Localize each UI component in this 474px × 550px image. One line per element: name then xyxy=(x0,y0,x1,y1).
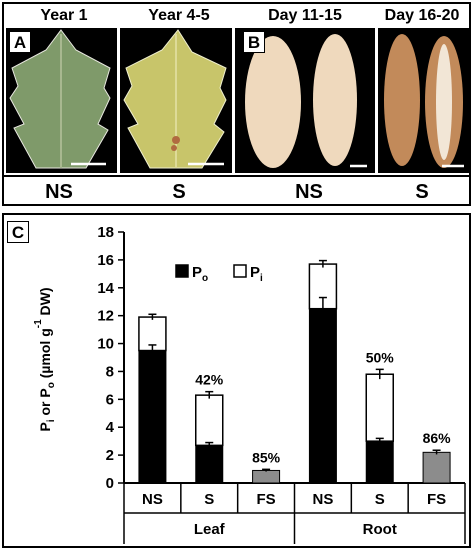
y-tick-label: 12 xyxy=(97,308,114,325)
y-tick-label: 2 xyxy=(106,447,114,464)
y-tick-label: 0 xyxy=(106,475,114,492)
chart-panel: C 0 2 4 6 8 10 12 14 16 18 Pi or Po (µmol g-1 DW) N… xyxy=(2,213,471,548)
percent-annotation: 86% xyxy=(423,430,452,446)
bar-pi xyxy=(365,373,394,442)
x-category-label: S xyxy=(204,491,214,508)
x-category-label: FS xyxy=(256,491,275,508)
condition-b-s: S xyxy=(415,181,429,203)
bar-po xyxy=(365,440,394,484)
legend-swatch xyxy=(233,264,247,278)
percent-annotation: 50% xyxy=(366,349,395,365)
condition-a-s: S xyxy=(172,181,186,203)
condition-b-ns: NS xyxy=(295,181,323,203)
y-tick-label: 10 xyxy=(97,336,114,353)
y-axis-label: Pi or Po (µmol g-1 DW) xyxy=(33,287,57,431)
bar-chart: 0 2 4 6 8 10 12 14 16 18 Pi or Po (µmol g-1 DW) NS S… xyxy=(33,224,466,544)
bar-po xyxy=(138,350,167,484)
x-group-label: Leaf xyxy=(194,521,226,538)
percent-annotation: 42% xyxy=(195,372,224,388)
header-day-16-20: Day 16-20 xyxy=(384,7,460,24)
leaf-ns-photo xyxy=(6,28,117,173)
x-category-label: S xyxy=(375,491,385,508)
condition-row: NS S NS S xyxy=(4,175,469,206)
photo-panel: Year 1 Year 4-5 Day 11-15 Day 16-20 xyxy=(2,2,471,206)
panel-letter-a: A xyxy=(9,31,31,53)
condition-a-ns: NS xyxy=(45,181,73,203)
panel-letter-c: C xyxy=(7,221,29,243)
legend-label: Pi xyxy=(250,264,263,284)
legend-swatch xyxy=(175,264,189,278)
percent-annotation: 85% xyxy=(252,449,281,465)
legend-label: Po xyxy=(192,264,208,284)
y-tick-label: 18 xyxy=(97,224,114,241)
bar-pi xyxy=(195,394,224,447)
panel-letter-b: B xyxy=(243,31,265,53)
x-category-label: FS xyxy=(427,491,446,508)
bar-fs xyxy=(422,451,451,484)
y-tick-label: 16 xyxy=(97,252,114,269)
header-year-1: Year 1 xyxy=(40,7,88,24)
bar-po xyxy=(195,444,224,484)
y-tick-label: 14 xyxy=(97,280,114,297)
header-year-4-5: Year 4-5 xyxy=(148,7,210,24)
x-category-label: NS xyxy=(312,491,333,508)
y-tick-label: 6 xyxy=(106,391,114,408)
x-group-label: Root xyxy=(363,521,397,538)
y-tick-label: 8 xyxy=(106,363,114,380)
x-category-label: NS xyxy=(142,491,163,508)
root-s-photo xyxy=(378,28,469,173)
leaf-s-photo xyxy=(120,28,232,173)
bar-po xyxy=(308,308,337,484)
y-tick-label: 4 xyxy=(106,419,115,436)
bar-fs xyxy=(252,469,281,484)
header-day-11-15: Day 11-15 xyxy=(268,7,342,24)
